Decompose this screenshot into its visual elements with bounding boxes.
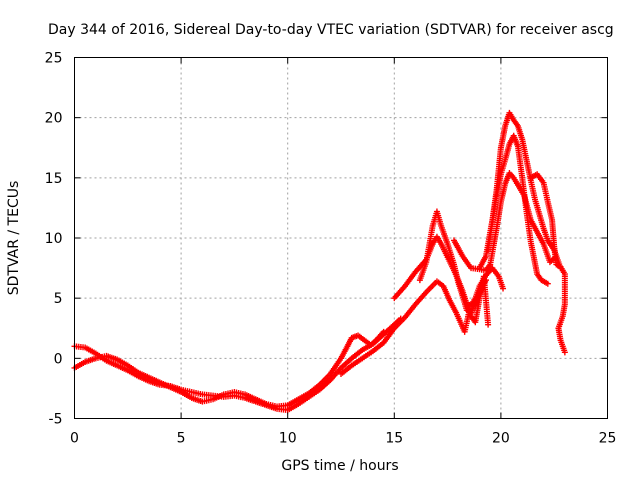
series-sat-h (485, 132, 551, 287)
series-sat-j (463, 273, 492, 328)
series-sat-c (338, 278, 472, 377)
y-tick-label: 10 (45, 231, 63, 247)
x-tick-label: 0 (70, 431, 79, 447)
y-tick-label: -5 (49, 412, 63, 428)
y-tick-label: 25 (45, 51, 63, 67)
chart-title: Day 344 of 2016, Sidereal Day-to-day VTE… (48, 22, 614, 38)
data-point (485, 321, 492, 328)
x-tick-label: 10 (279, 431, 297, 447)
y-tick-label: 20 (45, 111, 63, 127)
x-tick-label: 15 (385, 431, 403, 447)
series-sat-b (71, 328, 387, 410)
y-tick-label: 15 (45, 171, 63, 187)
series-sat-i (527, 171, 568, 356)
x-tick-label: 25 (599, 431, 617, 447)
y-axis-label: SDTVAR / TECUs (6, 181, 22, 296)
data-point (500, 285, 507, 292)
axis-ticks: 0 5 10 15 20 25 -5 0 5 10 15 20 25 (45, 51, 617, 447)
x-axis-label: GPS time / hours (281, 458, 398, 474)
data-point (380, 328, 387, 335)
x-tick-label: 5 (177, 431, 186, 447)
x-tick-label: 20 (492, 431, 510, 447)
data-point (561, 349, 568, 356)
y-tick-label: 5 (54, 291, 63, 307)
y-tick-label: 0 (54, 351, 63, 367)
data-point (544, 280, 551, 287)
data-points (71, 109, 568, 414)
